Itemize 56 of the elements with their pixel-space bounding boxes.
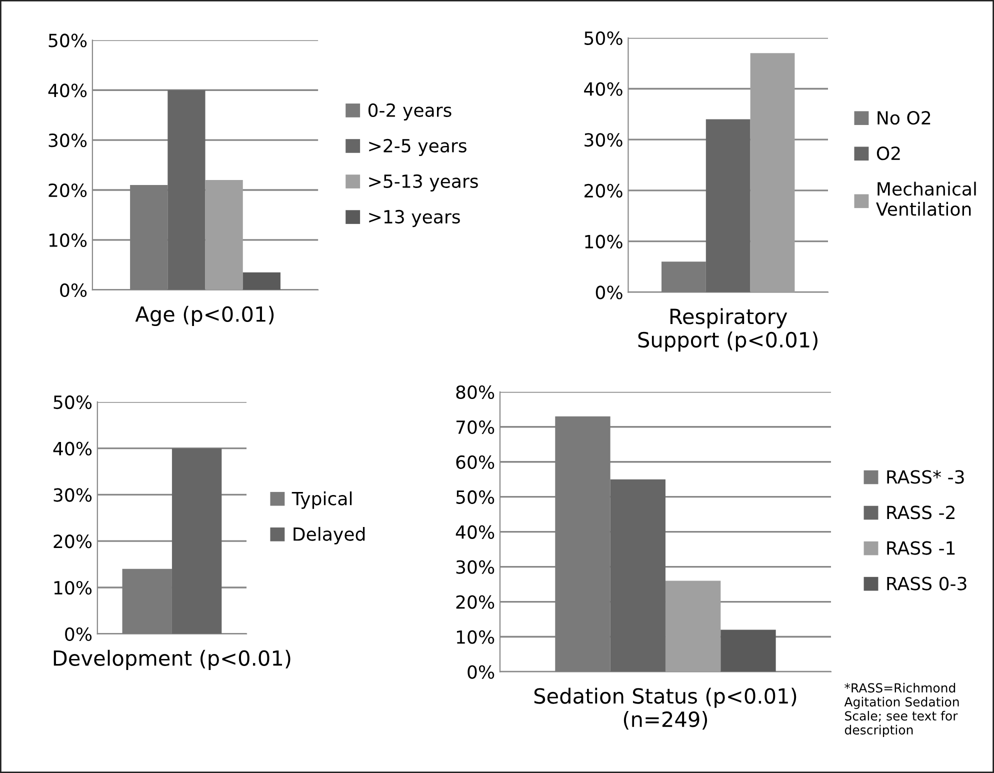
legend-label: >13 years	[369, 210, 460, 228]
bar	[555, 416, 610, 672]
y-tick-label: 40%	[456, 525, 494, 539]
y-tick-label: 20%	[54, 534, 92, 548]
y-tick-label: 40%	[48, 84, 87, 98]
bar	[706, 119, 750, 292]
text: *RASS=Richmond Agitation Sedation Scale; see text for description	[844, 682, 959, 738]
y-tick-label: 50%	[584, 31, 622, 45]
legend-label: >5-13 years	[369, 174, 478, 192]
bar	[750, 53, 795, 292]
y-tick-label: 10%	[585, 234, 622, 248]
y-tick-label: 40%	[53, 442, 92, 456]
legend-label: Typical	[292, 491, 352, 509]
legend-label: No O2	[878, 110, 930, 125]
y-tick-label: 30%	[584, 133, 622, 147]
x-axis-title: Sedation Status (p<0.01) (n=249)	[534, 688, 796, 730]
y-tick-label: 30%	[48, 134, 87, 148]
y-tick-label: 20%	[456, 595, 494, 609]
bar	[168, 90, 206, 290]
legend-label: RASS 0-3	[887, 576, 966, 590]
y-tick-label: 80%	[456, 385, 494, 400]
y-tick-label: 20%	[584, 184, 622, 198]
y-tick-label: 50%	[456, 490, 494, 504]
bar	[610, 479, 666, 672]
y-tick-label: 0%	[596, 286, 622, 300]
legend-label: RASS -2	[887, 506, 954, 520]
y-tick-label: 50%	[48, 34, 87, 48]
legend-label: 0-2 years	[368, 103, 452, 120]
bar	[242, 272, 280, 290]
y-tick-label: 30%	[54, 488, 92, 502]
y-tick-label: 10%	[54, 580, 92, 595]
y-tick-label: 30%	[456, 560, 494, 574]
y-tick-label: 50%	[54, 395, 92, 410]
legend-label: O2	[876, 146, 900, 160]
bar	[662, 262, 706, 292]
y-tick-label: 10%	[456, 630, 494, 644]
y-tick-label: 0%	[60, 283, 87, 297]
y-tick-label: 40%	[584, 82, 622, 96]
x-axis-title: Development (p<0.01)	[54, 650, 290, 670]
legend-label: Mechanical Ventilation	[876, 182, 976, 216]
y-tick-label: 60%	[456, 455, 494, 469]
x-axis-title: Respiratory Support (p<0.01)	[638, 308, 818, 352]
legend-label: RASS -1	[887, 541, 955, 555]
x-axis-title: Age (p<0.01)	[135, 306, 274, 326]
y-tick-label: 0%	[65, 627, 92, 641]
legend-label: RASS* -3	[887, 470, 964, 484]
bar	[720, 630, 776, 672]
bar	[205, 180, 243, 290]
bar	[665, 580, 721, 672]
y-tick-label: 20%	[48, 183, 87, 198]
y-tick-label: 10%	[49, 233, 87, 248]
y-tick-label: 70%	[456, 420, 494, 434]
bar	[130, 185, 168, 290]
legend-label: >2-5 years	[369, 138, 466, 156]
y-tick-label: 0%	[468, 665, 494, 679]
legend-label: Delayed	[294, 526, 365, 544]
